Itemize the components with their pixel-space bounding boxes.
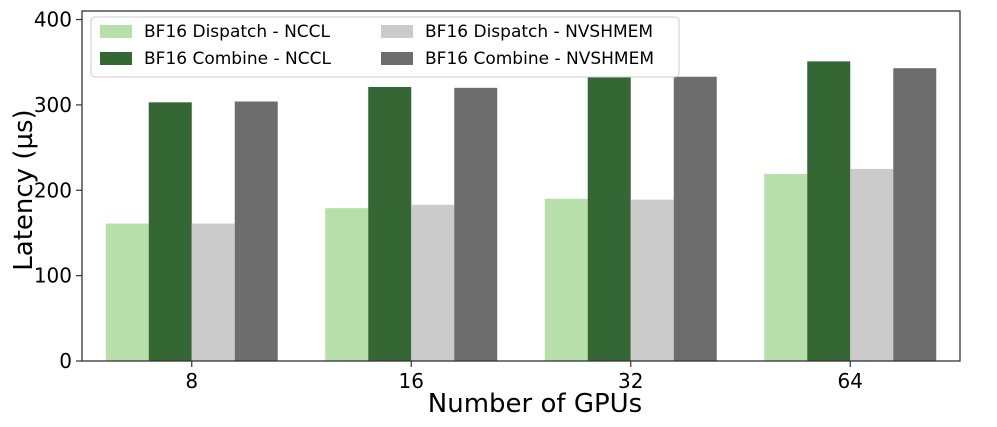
legend-label-4: BF16 Combine - NVSHMEM (425, 49, 654, 69)
y-tick-label-300: 300 (34, 93, 72, 117)
bar-2-32 (587, 76, 631, 362)
legend-label-3: BF16 Dispatch - NVSHMEM (425, 22, 653, 42)
bar-2-64 (807, 61, 851, 362)
bar-3-8 (191, 223, 235, 361)
bar-3-64 (850, 168, 894, 361)
legend: BF16 Dispatch - NCCL BF16 Combine - NCCL B… (90, 16, 680, 78)
bar-2-16 (368, 86, 412, 361)
y-tick-label-0: 0 (59, 349, 72, 373)
bar-4-8 (234, 101, 278, 362)
bar-1-32 (544, 198, 588, 361)
y-tick-label-400: 400 (34, 8, 72, 32)
x-tick-label-16: 16 (399, 369, 424, 393)
bar-3-32 (630, 199, 674, 361)
bar-2-8 (148, 102, 192, 361)
bar-3-16 (411, 204, 455, 361)
legend-label-2: BF16 Combine - NCCL (144, 49, 331, 69)
legend-swatch-3 (381, 25, 413, 38)
y-tick-label-100: 100 (34, 264, 72, 288)
bar-1-8 (105, 223, 149, 361)
x-tick-label-32: 32 (618, 369, 643, 393)
legend-swatch-1 (100, 25, 132, 38)
legend-swatch-2 (100, 52, 132, 65)
bar-4-32 (673, 76, 717, 362)
bars-group (105, 61, 937, 362)
plot-frame (81, 10, 961, 362)
y-axis-title: Latency (µs) (9, 109, 39, 270)
x-tick-label-8: 8 (185, 369, 198, 393)
y-tick-label-200: 200 (34, 178, 72, 202)
x-tick-label-64: 64 (838, 369, 863, 393)
legend-box (90, 16, 680, 78)
bar-1-64 (764, 174, 808, 361)
y-axis: 0 100 200 300 400 (34, 8, 82, 373)
bar-4-64 (893, 68, 937, 361)
bar-4-16 (454, 87, 498, 361)
bar-1-16 (325, 208, 369, 361)
x-axis: 8 16 32 64 (185, 361, 863, 393)
legend-swatch-4 (381, 52, 413, 65)
x-axis-title: Number of GPUs (428, 389, 642, 419)
legend-label-1: BF16 Dispatch - NCCL (144, 22, 331, 42)
